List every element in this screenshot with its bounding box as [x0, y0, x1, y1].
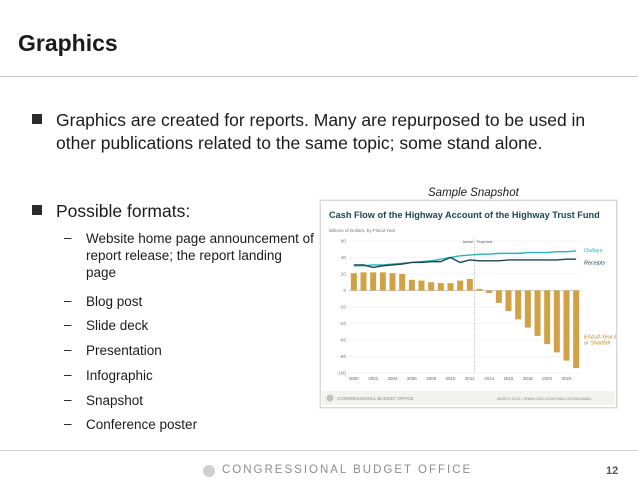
balance-bar	[563, 290, 570, 361]
list-item-text: Slide deck	[86, 318, 149, 333]
balance-bar	[486, 290, 493, 293]
receipts-annotation: Receipts	[584, 261, 605, 267]
balance-bar	[360, 272, 367, 291]
x-tick-label: 2014	[484, 376, 494, 381]
balance-bar	[505, 290, 512, 312]
y-tick-label: -80	[339, 354, 346, 359]
y-tick-label: 20	[341, 272, 347, 277]
x-tick-label: 2020	[542, 376, 552, 381]
dash-icon: –	[64, 317, 72, 332]
y-tick-label: 0	[343, 288, 346, 293]
list-item: – Presentation	[64, 342, 314, 359]
chart-source-right: MARCH 2013 • WWW.CBO.GOV/PUBLICATION/438…	[497, 397, 591, 401]
balance-bar	[457, 280, 464, 291]
balance-bar	[418, 280, 425, 291]
list-item-text: Infographic	[86, 368, 153, 383]
balance-bar	[466, 278, 473, 291]
sample-snapshot-chart: Cash Flow of the Highway Account of the …	[320, 200, 634, 408]
dash-icon: –	[64, 293, 72, 308]
list-item-text: Conference poster	[86, 417, 198, 432]
balance-bar	[476, 288, 483, 291]
snapshot-label: Sample Snapshot	[428, 187, 519, 199]
x-tick-label: 2022	[562, 376, 572, 381]
balance-bar	[370, 272, 377, 291]
balance-bar	[408, 279, 415, 291]
list-item: – Slide deck	[64, 317, 314, 334]
balance-bar	[573, 290, 580, 369]
y-tick-label: 60	[341, 239, 347, 244]
balance-bar	[495, 290, 502, 303]
balance-bar	[524, 290, 531, 328]
outlays-annotation: Outlays	[584, 248, 603, 254]
balance-bar	[389, 273, 396, 291]
cbo-logo-icon	[326, 394, 334, 402]
square-bullet-icon	[32, 205, 42, 215]
balance-bar	[515, 290, 522, 320]
chart-title: Cash Flow of the Highway Account of the …	[329, 210, 600, 220]
list-item-text: Website home page announcement of report…	[86, 231, 314, 280]
balance-bar	[379, 272, 386, 291]
y-tick-label: -40	[339, 321, 346, 326]
y-tick-label: -60	[339, 338, 346, 343]
footer-divider	[0, 450, 638, 451]
title-divider	[0, 76, 638, 77]
balance-bar	[350, 273, 357, 291]
x-tick-label: 2008	[426, 376, 436, 381]
cbo-logo-icon	[203, 465, 215, 477]
x-tick-label: 2010	[446, 376, 456, 381]
list-item: – Website home page announcement of repo…	[64, 230, 314, 281]
balance-bar	[399, 274, 406, 291]
dash-icon: –	[64, 342, 72, 357]
x-tick-label: 2012	[465, 376, 475, 381]
footer-org: CONGRESSIONAL BUDGET OFFICE	[222, 464, 473, 476]
balance-annotation: End-of-Year Balanceor Shortfall	[584, 334, 616, 346]
bullet-1: Graphics are created for reports. Many a…	[32, 109, 592, 155]
bullet-1-text: Graphics are created for reports. Many a…	[56, 110, 586, 153]
balance-bar	[534, 290, 541, 336]
list-item-text: Blog post	[86, 294, 143, 309]
balance-bar	[447, 283, 454, 291]
list-item-text: Snapshot	[86, 393, 144, 408]
y-tick-label: -20	[339, 305, 346, 310]
dash-icon: –	[64, 367, 72, 382]
balance-bar	[544, 290, 551, 345]
x-tick-label: 2000	[349, 376, 359, 381]
x-tick-label: 2006	[407, 376, 417, 381]
x-tick-label: 2002	[368, 376, 378, 381]
x-tick-label: 2018	[523, 376, 533, 381]
balance-bar	[553, 290, 560, 353]
list-item-text: Presentation	[86, 343, 162, 358]
balance-bar	[428, 282, 435, 291]
list-item: – Conference poster	[64, 416, 314, 433]
list-item: – Infographic	[64, 367, 314, 384]
outlays-line	[353, 250, 577, 267]
chart-ylabel: Billions of Dollars, by Fiscal Year	[329, 228, 396, 233]
dash-icon: –	[64, 392, 72, 407]
dash-icon: –	[64, 416, 72, 431]
chart-svg: Cash Flow of the Highway Account of the …	[322, 210, 634, 405]
bullet-2: Possible formats:	[32, 200, 592, 223]
x-tick-label: 2016	[504, 376, 514, 381]
actual-annotation: Actual	[463, 240, 473, 244]
balance-bar	[437, 283, 444, 291]
slide-title: Graphics	[18, 30, 118, 56]
bullet-2-text: Possible formats:	[56, 201, 191, 221]
page-number: 12	[606, 465, 619, 477]
list-item: – Snapshot	[64, 392, 314, 409]
chart-footer-bar	[322, 391, 615, 405]
y-tick-label: -100	[337, 371, 347, 376]
dash-icon: –	[64, 230, 72, 245]
projected-annotation: Projected	[477, 240, 492, 244]
list-item: – Blog post	[64, 293, 314, 310]
x-tick-label: 2004	[388, 376, 398, 381]
y-tick-label: 40	[341, 255, 347, 260]
square-bullet-icon	[32, 114, 42, 124]
chart-source: CONGRESSIONAL BUDGET OFFICE	[337, 396, 414, 401]
receipts-line	[353, 256, 577, 269]
